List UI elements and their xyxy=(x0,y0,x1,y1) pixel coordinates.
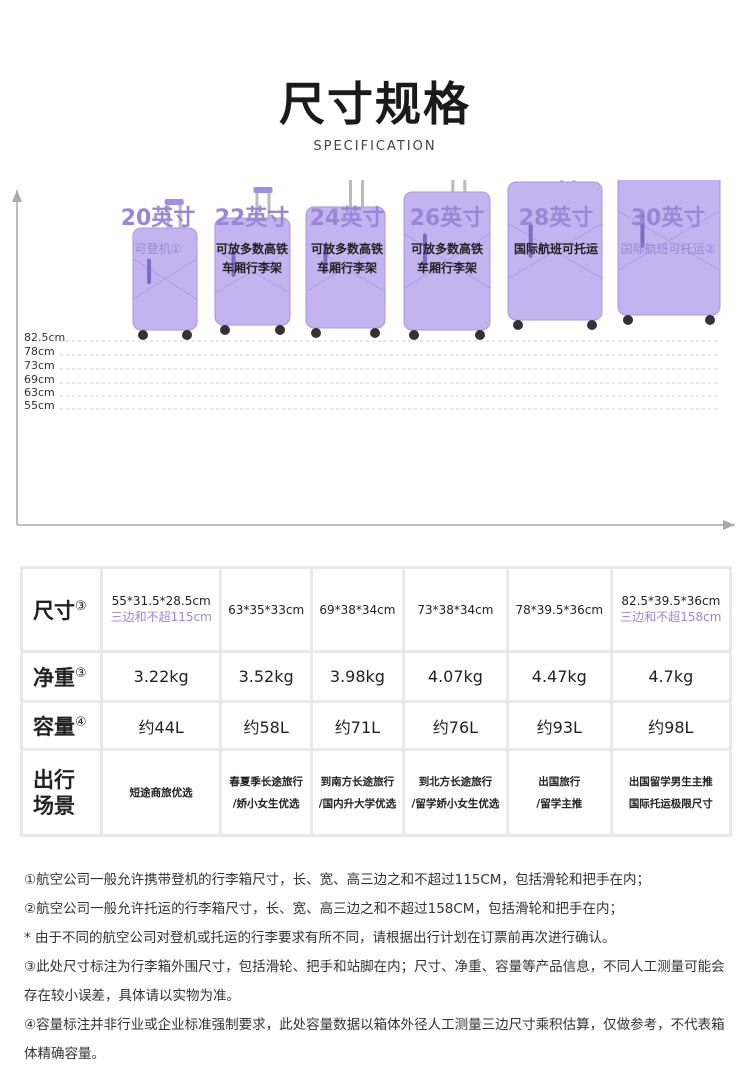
note: * 由于不同的航空公司对登机或托运的行李要求有所不同，请根据出行计划在订票前再次… xyxy=(24,930,616,946)
height-label: 69cm xyxy=(24,373,55,386)
size-label: 28英寸 xyxy=(518,206,594,231)
capacity-cell: 约98L xyxy=(609,700,733,751)
note: ①航空公司一般允许携带登机的行李箱尺寸，长、宽、高三边之和不超过115CM，包括… xyxy=(24,872,650,888)
size-description: 可放多数高铁 车厢行李架 xyxy=(310,242,383,275)
page-subtitle: SPECIFICATION xyxy=(313,139,437,154)
size-description: 可放多数高铁 车厢行李架 xyxy=(410,242,483,275)
note: ②航空公司一般允许托运的行李箱尺寸，长、宽、高三边之和不超过158CM，包括滑轮… xyxy=(24,901,623,917)
size-label: 20英寸 xyxy=(120,206,196,231)
note: ④容量标注并非行业或企业标准强制要求，此处容量数据以箱体外径人工测量三边尺寸乘积… xyxy=(24,1017,725,1062)
notes: ①航空公司一般允许携带登机的行李箱尺寸，长、宽、高三边之和不超过115CM，包括… xyxy=(24,866,734,1069)
suitcase-image xyxy=(305,180,386,338)
suitcase-image xyxy=(507,180,603,330)
page-title: 尺寸规格 xyxy=(279,77,471,131)
height-label: 78cm xyxy=(24,345,55,358)
scene-cell: 到北方长途旅行/留学娇小女生优选 xyxy=(401,748,509,837)
capacity-cell: 约76L xyxy=(401,700,509,751)
axes xyxy=(12,190,735,530)
scene-cell: 春夏季长途旅行/娇小女生优选 xyxy=(219,748,313,837)
weight-cell: 3.22kg xyxy=(99,650,223,703)
spec-table: 尺寸③ 55*31.5*28.5cm 三边和不超115cm 63*35*33cm … xyxy=(20,566,733,837)
size-description: 国际航班可托运 xyxy=(513,242,598,256)
weight-cell: 4.07kg xyxy=(401,650,509,703)
row-header-capacity: 容量④ xyxy=(20,700,103,751)
weight-cell: 4.47kg xyxy=(505,650,613,703)
suitcase-image xyxy=(617,180,721,325)
capacity-cell: 约44L xyxy=(99,700,223,751)
size-label: 30英寸 xyxy=(630,206,706,231)
weight-cell: 3.52kg xyxy=(219,650,313,703)
dim-cell: 55*31.5*28.5cm 三边和不超115cm xyxy=(99,566,223,653)
row-header-scene: 出行场景 xyxy=(20,748,103,837)
scene-cell: 到南方长途旅行/国内升大学优选 xyxy=(309,748,405,837)
suitcase-image xyxy=(132,199,198,340)
capacity-cell: 约93L xyxy=(505,700,613,751)
size-chart xyxy=(12,180,735,530)
scene-cell: 出国留学男生主推 国际托运极限尺寸 xyxy=(609,748,733,837)
dim-cell: 69*38*34cm xyxy=(309,566,405,653)
size-label: 22英寸 xyxy=(214,206,290,231)
dim-cell: 73*38*34cm xyxy=(401,566,509,653)
dim-cell: 63*35*33cm xyxy=(219,566,313,653)
row-header-weight: 净重③ xyxy=(20,650,103,703)
weight-cell: 3.98kg xyxy=(309,650,405,703)
capacity-cell: 约71L xyxy=(309,700,405,751)
scene-cell: 短途商旅优选 xyxy=(99,748,223,837)
height-label: 73cm xyxy=(24,359,55,372)
dim-cell: 82.5*39.5*36cm 三边和不超158cm xyxy=(609,566,733,653)
suitcase-image xyxy=(214,187,291,335)
weight-cell: 4.7kg xyxy=(609,650,733,703)
size-label: 24英寸 xyxy=(309,206,385,231)
size-label: 26英寸 xyxy=(409,206,485,231)
height-label: 55cm xyxy=(24,399,55,412)
row-header-size: 尺寸③ xyxy=(20,566,103,653)
height-label: 63cm xyxy=(24,386,55,399)
size-description: 可登机① xyxy=(134,242,182,256)
suitcase-image xyxy=(403,180,491,340)
capacity-cell: 约58L xyxy=(219,700,313,751)
dim-cell: 78*39.5*36cm xyxy=(505,566,613,653)
scene-cell: 出国旅行/留学主推 xyxy=(505,748,613,837)
size-description: 国际航班可托运② xyxy=(620,242,716,256)
size-description: 可放多数高铁 车厢行李架 xyxy=(215,242,288,275)
note: ③此处尺寸标注为行李箱外围尺寸，包括滑轮、把手和站脚在内；尺寸、净重、容量等产品… xyxy=(24,959,725,1004)
height-label: 82.5cm xyxy=(24,331,66,344)
